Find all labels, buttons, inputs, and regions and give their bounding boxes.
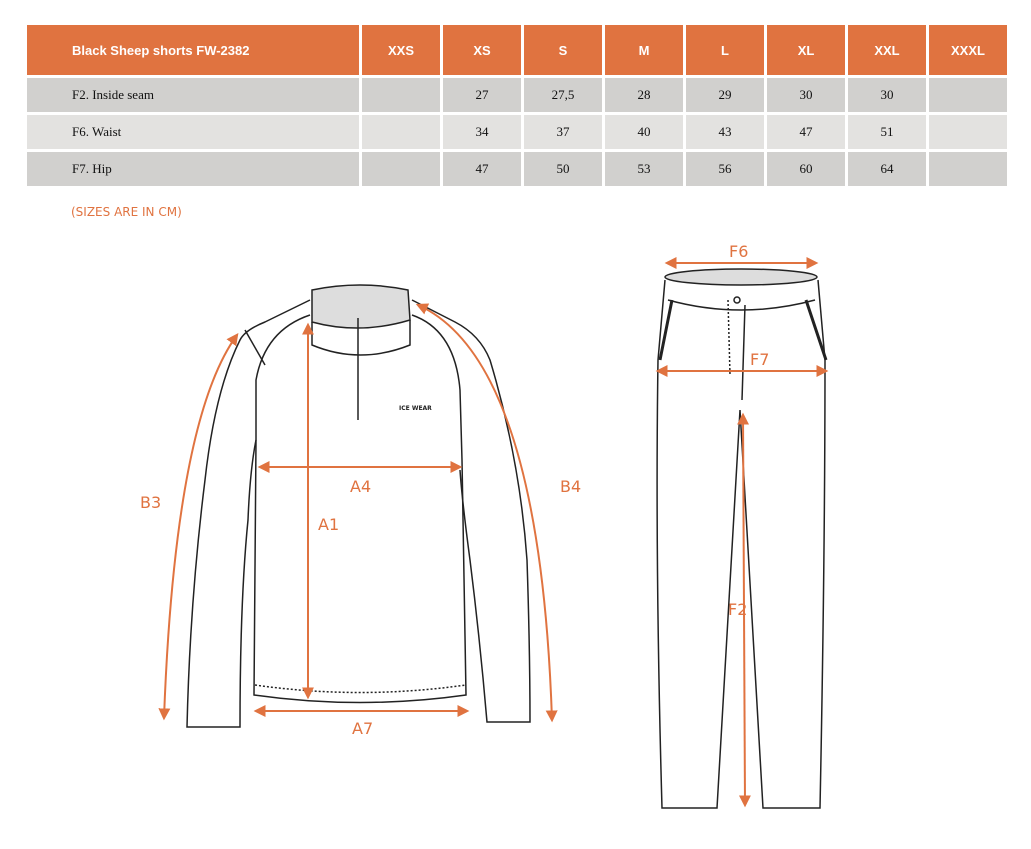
size-value [362, 78, 440, 112]
size-value: 47 [443, 152, 521, 186]
size-header: XL [767, 25, 845, 75]
size-header: XXS [362, 25, 440, 75]
measurement-label: F2. Inside seam [27, 78, 359, 112]
size-value: 40 [605, 115, 683, 149]
size-value: 29 [686, 78, 764, 112]
measurement-label: F7. Hip [27, 152, 359, 186]
size-value: 43 [686, 115, 764, 149]
size-value: 51 [848, 115, 926, 149]
size-value: 30 [848, 78, 926, 112]
units-note: (SIZES ARE IN CM) [71, 205, 182, 219]
pants-drawing [656, 268, 828, 809]
label-f6: F6 [729, 242, 748, 261]
size-value [929, 152, 1007, 186]
b4-arrow [415, 303, 558, 723]
size-value: 30 [767, 78, 845, 112]
size-value: 64 [848, 152, 926, 186]
size-value: 53 [605, 152, 683, 186]
size-value: 34 [443, 115, 521, 149]
size-value: 27 [443, 78, 521, 112]
label-a4: A4 [350, 477, 371, 496]
table-row: F7. Hip 47 50 53 56 60 64 [27, 152, 1007, 186]
size-header: L [686, 25, 764, 75]
size-header: S [524, 25, 602, 75]
size-table-header: Black Sheep shorts FW-2382 XXS XS S M L … [27, 25, 1007, 75]
table-row: F2. Inside seam 27 27,5 28 29 30 30 [27, 78, 1007, 112]
jacket-drawing [186, 284, 531, 728]
size-header: XS [443, 25, 521, 75]
label-b4: B4 [560, 477, 581, 496]
measurement-label: F6. Waist [27, 115, 359, 149]
size-value: 60 [767, 152, 845, 186]
measurement-arrows [158, 257, 829, 808]
size-value [929, 78, 1007, 112]
size-value: 28 [605, 78, 683, 112]
size-table: Black Sheep shorts FW-2382 XXS XS S M L … [24, 22, 1010, 189]
size-value: 56 [686, 152, 764, 186]
size-value [362, 115, 440, 149]
size-header: M [605, 25, 683, 75]
size-value [929, 115, 1007, 149]
size-value: 47 [767, 115, 845, 149]
size-value: 50 [524, 152, 602, 186]
size-header: XXXL [929, 25, 1007, 75]
ice-wear-logo: ICE WEAR [399, 405, 432, 412]
b3-arrow [158, 333, 239, 721]
label-b3: B3 [140, 493, 161, 512]
label-f7: F7 [750, 350, 769, 369]
label-a1: A1 [318, 515, 339, 534]
product-title: Black Sheep shorts FW-2382 [27, 25, 359, 75]
size-value [362, 152, 440, 186]
size-header: XXL [848, 25, 926, 75]
label-f2: F2 [728, 600, 747, 619]
f2-arrow [737, 412, 751, 808]
size-value: 37 [524, 115, 602, 149]
label-a7: A7 [352, 719, 373, 738]
table-row: F6. Waist 34 37 40 43 47 51 [27, 115, 1007, 149]
size-value: 27,5 [524, 78, 602, 112]
